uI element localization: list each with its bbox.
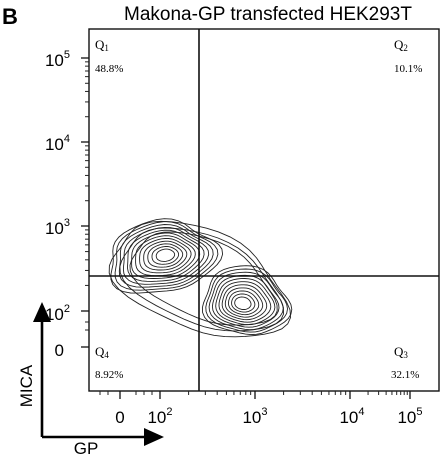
plot-frame (88, 28, 440, 392)
contour-level-q1 (155, 248, 176, 262)
x-tick-label: 102 (147, 406, 172, 427)
contour-level-outer (119, 227, 285, 332)
quadrant-percent-q3: 32.1% (391, 369, 419, 381)
quadrant-label-q3: Q3 (394, 344, 408, 360)
contour-level-q1 (110, 218, 224, 294)
y-tick-label: 105 (45, 49, 70, 70)
x-tick-label: 103 (242, 406, 267, 427)
axis-arrows (33, 302, 164, 446)
contour-level-q1 (114, 221, 219, 291)
y-tick-label: 103 (45, 217, 70, 238)
x-tick-label: 104 (339, 406, 364, 427)
contour-level-q1 (118, 224, 214, 288)
contour-level-q1 (151, 246, 180, 265)
quadrant-label-q1: Q1 (95, 37, 109, 53)
quadrant-label-q2: Q2 (394, 37, 408, 53)
contour-level-q3 (234, 296, 252, 310)
x-axis-label: GP (74, 439, 99, 458)
contour-level-q1 (122, 226, 210, 285)
quadrant-percent-q2: 10.1% (394, 63, 422, 75)
contour-level-q3 (211, 274, 280, 328)
contour-level-q3 (215, 278, 276, 326)
contour-level-q3 (221, 284, 268, 321)
contour-level-q3 (205, 268, 288, 333)
y-axis-label: MICA (17, 364, 36, 407)
contour-level-q3 (218, 281, 272, 323)
contour-level-q1 (139, 238, 192, 274)
contour-level-q1 (135, 235, 196, 277)
x-tick-label: 0 (115, 408, 124, 427)
contour-level-q3 (228, 290, 260, 316)
contour-level-q3 (208, 271, 284, 331)
contour-level-q3 (224, 287, 264, 318)
contour-level-q1 (147, 243, 184, 268)
chart-title: Makona-GP transfected HEK293T (124, 4, 412, 25)
y-tick-label: 104 (45, 133, 70, 154)
contour-level-q1 (143, 240, 188, 271)
panel-label: B (2, 4, 18, 29)
x-tick-label: 105 (397, 406, 422, 427)
y-tick-label: 0 (55, 341, 64, 360)
contour-level-outer (129, 231, 278, 326)
contour-level-outer (108, 220, 292, 338)
contour-level-q1 (131, 232, 201, 279)
quadrant-label-q4: Q4 (95, 344, 109, 360)
quadrant-percent-q1: 48.8% (95, 63, 123, 75)
contour-plot (108, 218, 293, 338)
contour-level-q3 (231, 293, 256, 313)
quadrant-percent-q4: 8.92% (95, 369, 123, 381)
